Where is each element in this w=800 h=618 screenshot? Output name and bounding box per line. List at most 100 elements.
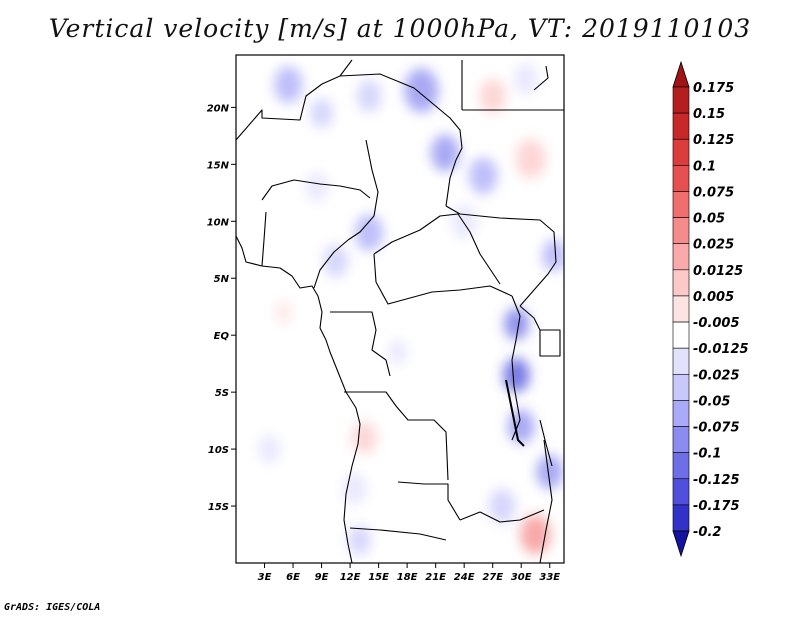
- colorbar-label: 0.05: [693, 212, 725, 227]
- border-zambia-south: [459, 509, 545, 523]
- border-uganda: [519, 305, 541, 331]
- field-patch: [504, 307, 529, 340]
- colorbar-segment: [672, 86, 690, 114]
- field-patch: [542, 239, 564, 272]
- lat-tick-label: 5N: [214, 274, 230, 285]
- colorbar-label: -0.005: [693, 316, 740, 331]
- lon-tick-label: 24E: [454, 572, 475, 583]
- colorbar-segment: [672, 478, 690, 506]
- colorbar-label: 0.125: [693, 133, 734, 148]
- field-patch: [310, 98, 333, 128]
- lon-tick-label: 3E: [258, 572, 272, 583]
- border-nigeria-cameroon: [313, 239, 349, 289]
- colorbar-label: -0.1: [693, 447, 721, 462]
- colorbar-segment: [672, 112, 690, 140]
- border-libya-chad: [339, 73, 463, 207]
- border-drc-east: [511, 295, 521, 441]
- colorbar-segment: [672, 321, 690, 349]
- colorbar-label: 0.175: [693, 81, 734, 96]
- colorbar-label: -0.075: [693, 421, 740, 436]
- field-patch: [450, 203, 478, 239]
- vertical-velocity-field: [257, 62, 564, 556]
- lake-victoria: [539, 329, 561, 357]
- lake-malawi: [539, 419, 553, 467]
- border-congo-gabon: [330, 311, 391, 377]
- field-patch: [354, 214, 384, 252]
- colorbar: 0.175 0.15 0.125 0.1 0.075 0.05 0.025 0.0125 0.0…: [672, 60, 749, 558]
- border-angola-zambia: [397, 481, 461, 521]
- grads-credit: GrADS: IGES/COLA: [4, 602, 101, 613]
- border-benin-nigeria: [261, 211, 267, 267]
- colorbar-label: -0.05: [693, 394, 730, 409]
- field-patch: [274, 66, 303, 104]
- field-patch: [520, 514, 551, 555]
- coastline: [236, 235, 361, 563]
- latitude-axis: 20N 15N 10N 5N EQ 5S 10S 15S: [207, 103, 236, 513]
- field-patch: [305, 172, 329, 202]
- field-patch: [488, 488, 516, 524]
- lat-tick-label: 15S: [208, 502, 229, 513]
- lat-tick-label: 15N: [207, 160, 230, 171]
- colorbar-segment: [672, 452, 690, 480]
- field-patch: [274, 300, 294, 325]
- colorbar-bottom-arrow: [672, 530, 690, 558]
- field-patch: [323, 245, 349, 278]
- border-car: [373, 213, 501, 285]
- field-patch: [356, 79, 382, 113]
- colorbar-top-arrow: [672, 60, 690, 88]
- lat-tick-label: 5S: [215, 388, 229, 399]
- border-angola-namibia: [349, 527, 447, 541]
- colorbar-segment: [672, 373, 690, 401]
- lat-tick-label: 20N: [207, 103, 230, 114]
- colorbar-segment: [672, 347, 690, 375]
- border-sudan-eritrea: [533, 65, 549, 91]
- border-drc-west: [344, 391, 449, 481]
- colorbar-segment: [672, 504, 690, 532]
- colorbar-label: -0.175: [693, 499, 740, 514]
- colorbar-label: -0.0125: [693, 342, 749, 357]
- border-chad-west: [347, 139, 379, 241]
- colorbar-segment: [672, 426, 690, 453]
- country-borders: [236, 59, 564, 563]
- colorbar-segment: [672, 400, 690, 427]
- lon-tick-label: 30E: [511, 572, 532, 583]
- lake-tanganyika: [505, 379, 525, 447]
- border-mozambique: [539, 439, 553, 563]
- colorbar-segment: [672, 191, 690, 218]
- colorbar-label: -0.2: [693, 525, 721, 540]
- border-sudan-south: [445, 205, 557, 263]
- border-sahara-west: [236, 75, 341, 141]
- lon-tick-label: 21E: [425, 572, 446, 583]
- lat-tick-label: EQ: [214, 331, 230, 342]
- longitude-axis: 3E 6E 9E 12E 15E 18E 21E 24E 27E 30E 33E: [258, 563, 560, 583]
- border-niger-nigeria: [261, 179, 371, 201]
- colorbar-label: 0.005: [693, 290, 734, 305]
- field-patch: [479, 78, 507, 114]
- field-patch: [430, 134, 460, 172]
- colorbar-segment: [672, 217, 690, 245]
- colorbar-segment: [672, 295, 690, 323]
- border-car-south: [373, 253, 513, 305]
- field-patch: [404, 68, 439, 113]
- colorbar-segment: [672, 243, 690, 271]
- field-patch: [513, 62, 539, 95]
- field-patch: [351, 421, 377, 454]
- lon-tick-label: 12E: [340, 572, 361, 583]
- colorbar-label: -0.025: [693, 368, 740, 383]
- colorbar-label: -0.125: [693, 473, 740, 488]
- lon-tick-label: 18E: [397, 572, 418, 583]
- field-patch: [515, 138, 546, 179]
- colorbar-label: 0.075: [693, 185, 734, 200]
- colorbar-segment: [672, 165, 690, 192]
- lat-tick-label: 10N: [207, 217, 230, 228]
- lat-tick-label: 10S: [208, 445, 229, 456]
- colorbar-label: 0.15: [693, 107, 725, 122]
- field-patch: [388, 339, 408, 365]
- field-patch: [342, 472, 368, 506]
- border-ss-east: [519, 261, 557, 307]
- field-patch: [468, 157, 498, 195]
- lon-tick-label: 15E: [368, 572, 389, 583]
- colorbar-segment: [672, 269, 690, 297]
- lon-tick-label: 6E: [286, 572, 300, 583]
